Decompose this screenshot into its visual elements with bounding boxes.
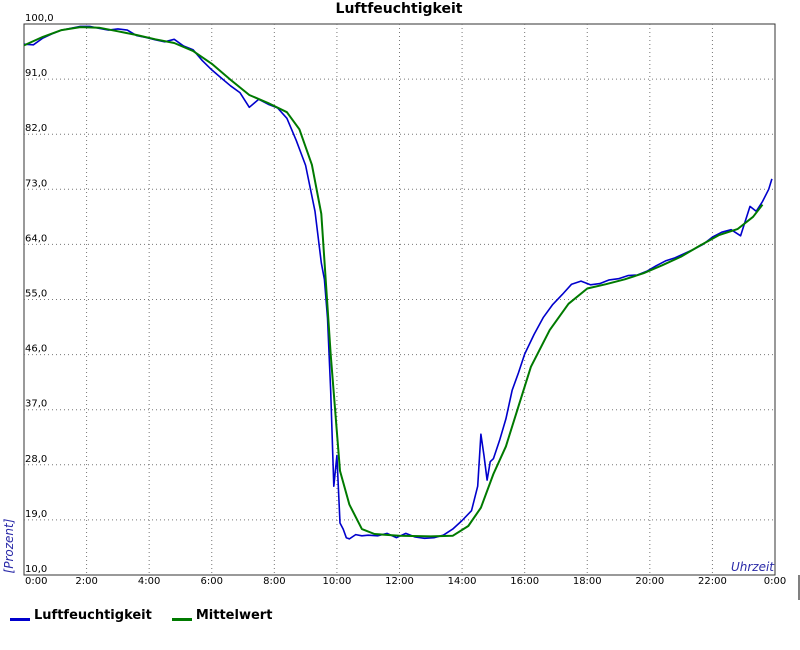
series-lines bbox=[23, 25, 773, 540]
x-tick-label: 0:00 bbox=[25, 576, 47, 587]
y-axis-label: [Prozent] bbox=[2, 518, 16, 573]
x-tick-label: 4:00 bbox=[138, 576, 160, 587]
y-tick-label: 100,0 bbox=[25, 13, 54, 24]
x-tick-label: 8:00 bbox=[263, 576, 285, 587]
y-tick-label: 46,0 bbox=[25, 344, 47, 355]
x-tick-label: 0:00 bbox=[764, 576, 786, 587]
x-tick-label: 14:00 bbox=[448, 576, 477, 587]
legend-item-mean: Mittelwert bbox=[171, 608, 273, 623]
y-axis-ticks: 10,0 19,0 28,0 37,0 46,0 55,0 64,0 73,0 82,0 91,0… bbox=[25, 13, 54, 575]
legend-label-humidity: Luftfeuchtigkeit bbox=[34, 608, 152, 623]
x-tick-label: 18:00 bbox=[573, 576, 602, 587]
x-tick-label: 16:00 bbox=[510, 576, 539, 587]
legend-swatch-mean bbox=[171, 618, 192, 621]
series-line-mean bbox=[23, 26, 764, 538]
x-tick-label: 12:00 bbox=[385, 576, 414, 587]
legend: Luftfeuchtigkeit Mittelwert bbox=[10, 608, 272, 623]
x-tick-label: 10:00 bbox=[323, 576, 352, 587]
x-tick-label: 2:00 bbox=[75, 576, 97, 587]
legend-label-mean: Mittelwert bbox=[195, 608, 273, 623]
y-tick-label: 28,0 bbox=[25, 454, 47, 465]
y-tick-label: 10,0 bbox=[25, 564, 47, 575]
x-tick-label: 6:00 bbox=[201, 576, 223, 587]
y-tick-label: 91,0 bbox=[25, 68, 47, 79]
x-axis-ticks: 0:00 2:00 4:00 6:00 8:00 10:00 12:00 14:00 16:00… bbox=[25, 576, 786, 587]
legend-swatch-humidity bbox=[10, 618, 30, 621]
y-tick-label: 55,0 bbox=[25, 289, 47, 300]
y-tick-label: 19,0 bbox=[25, 509, 47, 520]
x-tick-label: 22:00 bbox=[698, 576, 727, 587]
x-axis-label: Uhrzeit bbox=[731, 560, 775, 574]
plot-area bbox=[23, 23, 776, 576]
y-tick-label: 64,0 bbox=[25, 233, 47, 244]
x-tick-label: 20:00 bbox=[635, 576, 664, 587]
y-tick-label: 82,0 bbox=[25, 123, 47, 134]
legend-item-humidity: Luftfeuchtigkeit bbox=[10, 608, 152, 623]
y-tick-label: 37,0 bbox=[25, 399, 47, 410]
y-tick-label: 73,0 bbox=[25, 178, 47, 189]
chart-title: Luftfeuchtigkeit bbox=[336, 1, 463, 17]
